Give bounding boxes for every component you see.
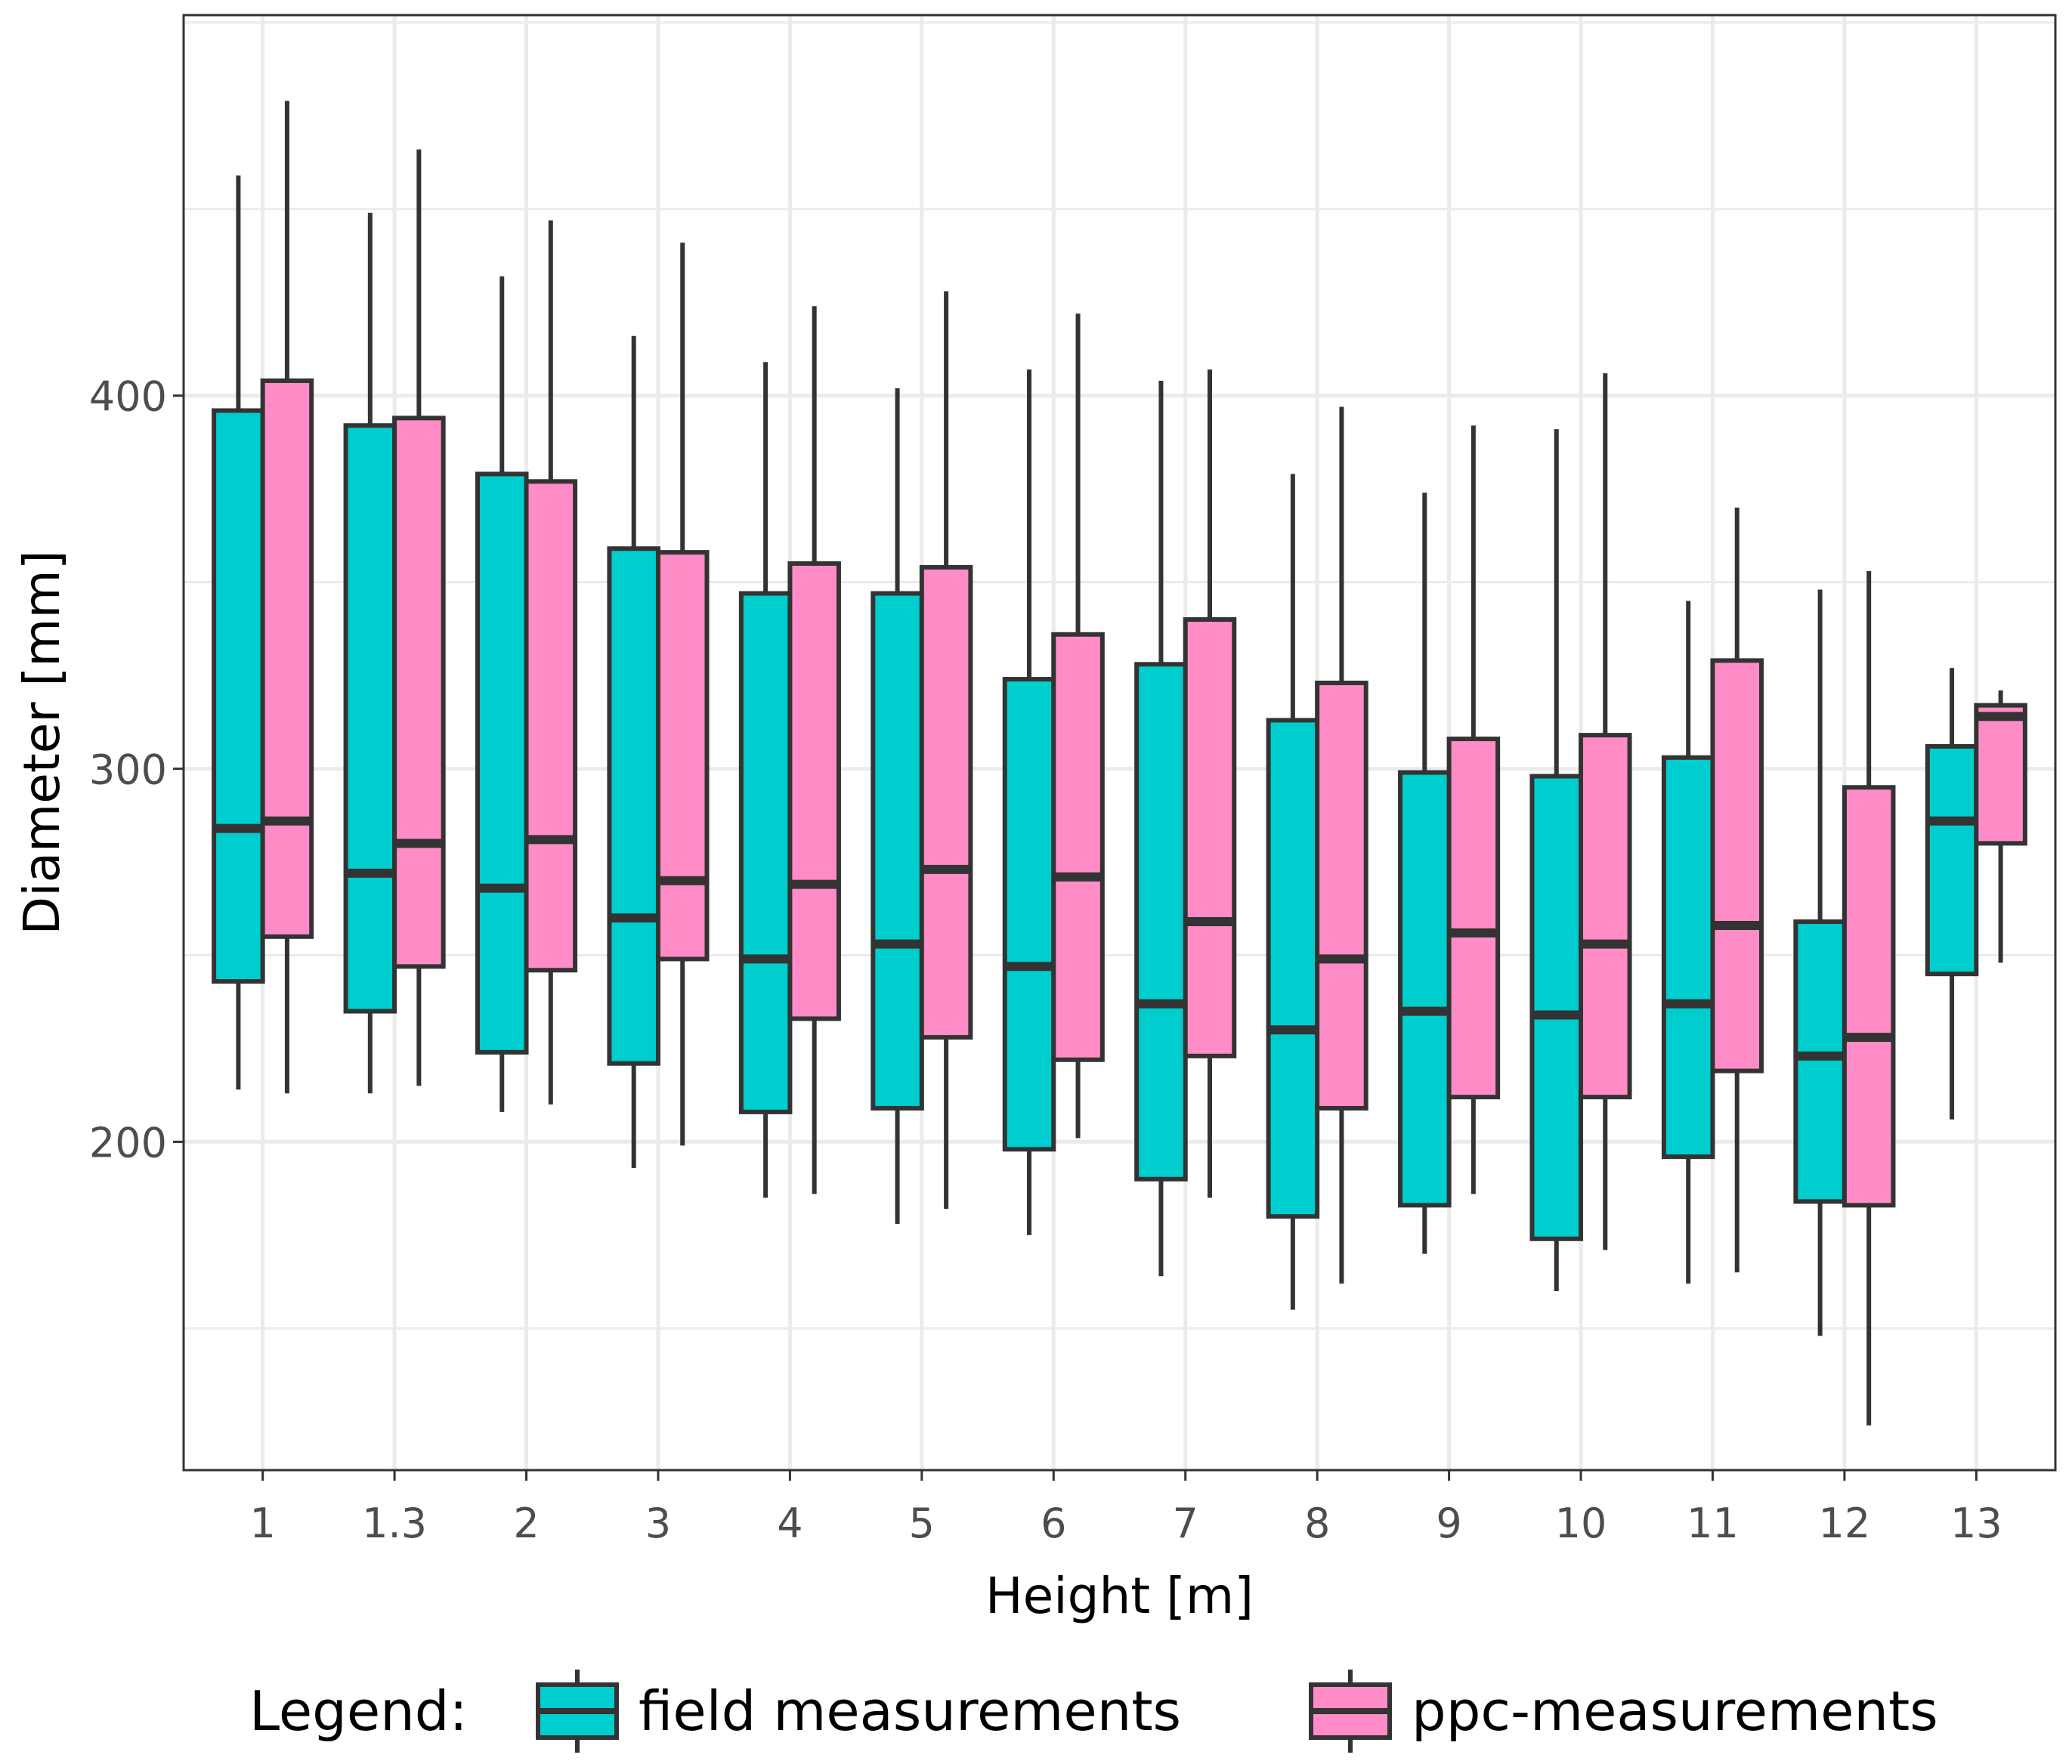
box-body — [871, 591, 924, 1111]
x-tick-label: 7 — [1173, 1500, 1198, 1547]
box-body — [1051, 632, 1105, 1062]
box-body — [524, 479, 578, 973]
box-5 — [919, 291, 973, 1209]
box-13 — [1974, 690, 2027, 963]
x-tick-label: 5 — [909, 1500, 935, 1547]
box-1 — [260, 100, 314, 1094]
box-body — [1974, 703, 2027, 846]
box-7 — [1134, 380, 1188, 1277]
box-body — [260, 378, 314, 939]
box-body — [919, 564, 973, 1040]
box-body — [1183, 617, 1237, 1058]
y-tick-label: 300 — [89, 746, 167, 794]
series-ppc-measurements — [260, 100, 2027, 1426]
x-tick-label: 1 — [249, 1500, 275, 1547]
x-tick-label: 13 — [1950, 1500, 2002, 1547]
x-tick-label: 3 — [645, 1500, 671, 1547]
box-body — [1529, 774, 1584, 1241]
legend-label-field: field measurements — [639, 1679, 1181, 1743]
box-13 — [1925, 668, 1979, 1120]
y-tick-label: 400 — [89, 373, 167, 421]
box-body — [1002, 677, 1056, 1152]
x-tick-label: 1.3 — [362, 1500, 427, 1547]
box-body — [1793, 919, 1847, 1204]
x-tick-label: 6 — [1041, 1500, 1066, 1547]
box-body — [738, 591, 793, 1114]
box-series — [212, 100, 2027, 1426]
box-7 — [1183, 369, 1237, 1198]
y-tick-label: 200 — [89, 1119, 167, 1166]
x-tick-label: 11 — [1687, 1500, 1739, 1547]
box-body — [1842, 785, 1896, 1208]
legend-title: Legend: — [249, 1679, 468, 1743]
box-5 — [871, 388, 924, 1225]
box-body — [787, 561, 841, 1021]
box-4 — [738, 362, 793, 1198]
box-body — [1315, 680, 1368, 1111]
box-9 — [1446, 425, 1501, 1194]
box-6 — [1051, 314, 1105, 1138]
box-8 — [1266, 474, 1320, 1310]
box-4 — [787, 306, 841, 1194]
box-body — [1446, 737, 1501, 1100]
box-1-3 — [392, 149, 446, 1086]
box-12 — [1842, 570, 1896, 1426]
box-3 — [655, 243, 710, 1146]
box-11 — [1661, 601, 1715, 1284]
box-body — [1710, 658, 1764, 1074]
y-axis: 200 300 400 — [89, 373, 184, 1166]
box-body — [1134, 662, 1188, 1182]
box-body — [1398, 770, 1452, 1208]
box-body — [1266, 718, 1320, 1219]
plot-panel-border — [182, 14, 2057, 1472]
legend-label-ppc: ppc-measurements — [1412, 1679, 1938, 1743]
y-axis-title: Diameter [mm] — [13, 550, 71, 935]
legend-key-field — [536, 1670, 619, 1753]
x-tick-label: 4 — [777, 1500, 803, 1547]
legend-key-ppc — [1309, 1670, 1392, 1753]
box-body — [1579, 733, 1632, 1100]
box-body — [1925, 743, 1979, 977]
x-tick-label: 9 — [1436, 1500, 1461, 1547]
x-axis-title: Height [m] — [985, 1567, 1254, 1625]
box-body — [1661, 755, 1715, 1160]
x-axis: 1 1.3 2 3 4 5 6 7 8 9 10 11 12 13 — [249, 1470, 2002, 1547]
box-body — [212, 408, 265, 984]
box-12 — [1793, 589, 1847, 1336]
box-body — [475, 471, 529, 1055]
box-body — [655, 550, 710, 962]
box-2 — [475, 276, 529, 1112]
box-8 — [1315, 406, 1368, 1284]
box-body — [392, 416, 446, 969]
x-tick-label: 10 — [1555, 1500, 1607, 1547]
box-11 — [1710, 507, 1764, 1273]
box-10 — [1529, 429, 1584, 1291]
x-tick-label: 12 — [1819, 1500, 1871, 1547]
box-10 — [1579, 373, 1632, 1250]
x-tick-label: 8 — [1304, 1500, 1330, 1547]
box-body — [343, 423, 397, 1014]
legend: Legend: field measurements ppc-measuremen… — [249, 1670, 1938, 1753]
box-3 — [607, 335, 660, 1168]
x-tick-label: 2 — [513, 1500, 539, 1547]
box-body — [607, 546, 660, 1066]
box-2 — [524, 220, 578, 1105]
box-9 — [1398, 493, 1452, 1254]
